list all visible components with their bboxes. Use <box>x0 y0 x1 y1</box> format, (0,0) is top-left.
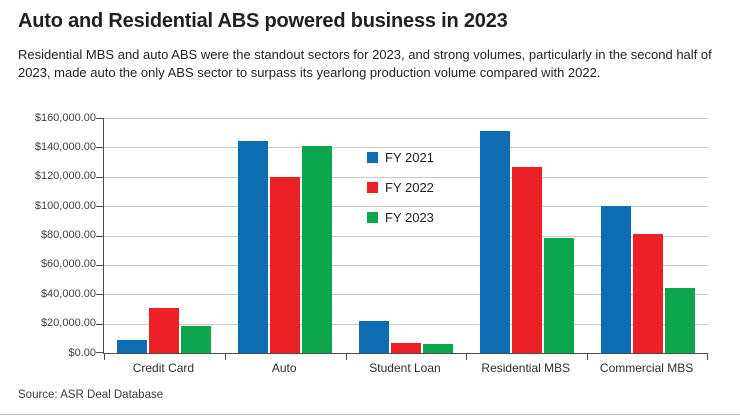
gridline <box>104 206 708 208</box>
bar-fy-2021-commercial-mbs <box>600 206 631 353</box>
legend-swatch-fy-2022 <box>367 181 378 193</box>
legend-item-fy-2021: FY 2021 <box>367 147 434 167</box>
x-tick-mark <box>104 354 105 360</box>
bar-fy-2023-credit-card <box>181 325 212 353</box>
bar-fy-2023-residential-mbs <box>543 238 574 353</box>
y-tick-mark <box>96 323 103 325</box>
bar-group-student-loan <box>346 118 467 353</box>
bar-fy-2023-auto <box>302 145 333 353</box>
x-tick-mark <box>466 354 468 360</box>
y-tick-mark <box>96 294 103 296</box>
y-tick-mark <box>96 264 103 266</box>
y-tick-mark <box>96 176 103 178</box>
bar-fy-2022-credit-card <box>149 307 180 353</box>
gridline <box>104 118 708 119</box>
legend-item-fy-2022: FY 2022 <box>367 177 434 197</box>
chart-subtitle: Residential MBS and auto ABS were the st… <box>18 47 712 80</box>
gridline <box>104 176 708 178</box>
y-tick-mark <box>96 118 103 119</box>
y-axis-tick-label: $80,000.00 <box>40 229 96 241</box>
y-axis-tick-label: $0.00 <box>68 346 96 359</box>
bar-fy-2022-auto <box>270 176 301 353</box>
y-axis-tick-label: $20,000.00 <box>40 317 96 330</box>
legend-label: FY 2022 <box>385 179 434 195</box>
chart-title: Auto and Residential ABS powered busines… <box>18 10 508 32</box>
bar-group-commercial-mbs <box>587 118 708 353</box>
x-axis-tick-label: Student Loan <box>369 361 441 375</box>
legend-swatch-fy-2021 <box>367 151 378 163</box>
legend: FY 2021 FY 2022 FY 2023 <box>367 147 434 237</box>
legend-swatch-fy-2023 <box>367 211 378 223</box>
plot-area <box>96 118 708 360</box>
y-tick-mark <box>96 235 103 237</box>
y-axis-tick-label: $60,000.00 <box>40 258 96 271</box>
x-tick-mark <box>224 354 226 360</box>
x-axis: Credit Card Auto Student Loan Residential M… <box>103 361 707 377</box>
x-axis-tick-label: Auto <box>271 361 297 375</box>
legend-label: FY 2023 <box>385 209 434 225</box>
gridline <box>104 294 708 296</box>
bar-fy-2023-commercial-mbs <box>664 287 695 353</box>
bar-fy-2021-auto <box>238 140 269 353</box>
y-axis-tick-label: $120,000.00 <box>34 170 96 183</box>
bottom-divider <box>0 414 740 415</box>
gridline <box>104 235 708 237</box>
bar-fy-2022-student-loan <box>390 342 421 353</box>
bar-groups <box>104 118 708 353</box>
legend-label: FY 2021 <box>385 149 434 165</box>
bar-group-residential-mbs <box>466 118 587 353</box>
x-tick-mark <box>345 354 347 360</box>
gridline <box>104 323 708 325</box>
y-tick-mark <box>96 352 103 353</box>
legend-item-fy-2023: FY 2023 <box>367 207 434 227</box>
gridline <box>104 147 708 149</box>
y-axis-tick-label: $100,000.00 <box>34 199 96 212</box>
x-tick-mark <box>707 354 708 360</box>
y-axis: $160,000.00 $140,000.00 $120,000.00 $100,00… <box>0 112 96 359</box>
bar-group-credit-card <box>104 118 225 353</box>
y-tick-mark <box>96 206 103 208</box>
y-axis-tick-label: $160,000.00 <box>34 111 96 124</box>
x-axis-tick-label: Residential MBS <box>481 361 571 375</box>
bar-group-auto <box>225 118 346 353</box>
gridline <box>104 264 708 266</box>
bar-fy-2021-residential-mbs <box>479 130 510 353</box>
bar-fy-2022-commercial-mbs <box>632 234 663 353</box>
source-note: Source: ASR Deal Database <box>18 389 164 401</box>
x-axis-tick-label: Commercial MBS <box>599 361 694 375</box>
x-tick-mark <box>587 354 589 360</box>
y-axis-tick-label: $140,000.00 <box>34 140 96 153</box>
bar-fy-2021-credit-card <box>117 339 148 353</box>
y-tick-mark <box>96 147 103 149</box>
y-axis-tick-label: $40,000.00 <box>40 287 96 300</box>
bar-fy-2022-residential-mbs <box>511 166 542 353</box>
x-axis-tick-label: Credit Card <box>132 361 195 375</box>
bar-fy-2023-student-loan <box>422 343 453 353</box>
bar-fy-2021-student-loan <box>358 320 389 353</box>
